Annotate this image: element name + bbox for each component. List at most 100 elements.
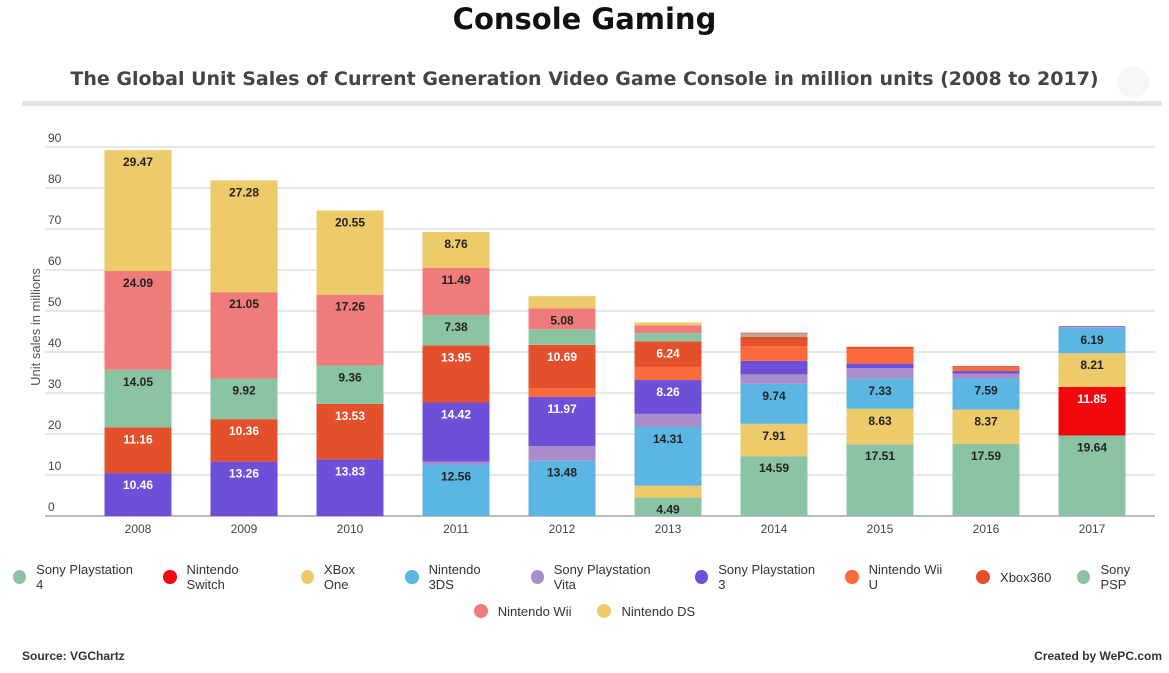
bar-segment [316, 459, 384, 516]
y-tick-label: 60 [48, 254, 62, 268]
bar-segment [634, 497, 702, 516]
data-label: 19.64 [1077, 440, 1107, 454]
bar-segment [740, 423, 808, 457]
legend-item[interactable]: Sony Playstation 3 [695, 562, 819, 592]
stacked-bar-chart: 10.46 11.16 14.05 24.09 29.47 13.26 10.36 9.92 2… [28, 131, 1155, 536]
data-label: 13.95 [441, 350, 471, 364]
bar-segment [634, 485, 702, 498]
legend-label: Sony Playstation Vita [553, 562, 651, 592]
legend-item[interactable]: Sony Playstation Vita [530, 562, 670, 592]
page-title: Console Gaming [452, 2, 717, 36]
legend-label: Sony PSP [1100, 562, 1131, 592]
y-axis-title: Unit sales in millions [28, 268, 43, 386]
data-label: 8.76 [444, 237, 468, 251]
x-tick-label: 2015 [867, 522, 894, 536]
data-label: 11.97 [547, 402, 577, 416]
data-label: 10.36 [229, 424, 259, 438]
bar-segment [316, 210, 384, 295]
bar-segment [210, 419, 278, 462]
bar-segment [634, 380, 702, 414]
bar-segment [1058, 327, 1126, 328]
legend-item[interactable]: XBox One [300, 562, 380, 592]
y-tick-label: 40 [48, 336, 62, 350]
data-label: 13.48 [547, 466, 577, 480]
legend-item[interactable]: Nintendo 3DS [405, 562, 504, 592]
bar-segment [846, 408, 914, 445]
data-label: 11.85 [1077, 392, 1107, 406]
legend-label: Nintendo Switch [186, 562, 239, 592]
bar-segment [316, 403, 384, 460]
data-label: 12.56 [441, 470, 471, 484]
data-label: 10.69 [547, 350, 577, 364]
bar-segment [740, 346, 808, 361]
data-label: 9.36 [338, 370, 362, 384]
bar-segment [846, 378, 914, 409]
data-label: 8.63 [868, 414, 892, 428]
data-label: 14.42 [441, 408, 471, 422]
y-tick-label: 70 [48, 213, 62, 227]
bar-segment [952, 373, 1020, 379]
data-labels: 10.46 11.16 14.05 24.09 29.47 13.26 10.36 9.92 2… [123, 155, 1107, 516]
legend-item[interactable]: Xbox360 [976, 570, 1051, 585]
data-label: 7.33 [868, 384, 892, 398]
legend-row: Nintendo Wii Nintendo DS [0, 594, 1169, 628]
bar-segment [316, 365, 384, 404]
bar-segment [422, 232, 490, 268]
bar-segment [422, 267, 490, 316]
bar-segment [740, 334, 808, 337]
legend-item[interactable]: Nintendo DS [597, 604, 695, 619]
bar-segment [422, 461, 490, 465]
x-tick-label: 2010 [337, 522, 364, 536]
x-tick-label: 2014 [761, 522, 788, 536]
bar-segment [422, 464, 490, 516]
data-label: 7.38 [444, 320, 468, 334]
share-icon[interactable] [1117, 66, 1149, 98]
bar-segment [528, 344, 596, 389]
bar-segment [740, 360, 808, 375]
legend-swatch-icon [530, 570, 544, 584]
legend-item[interactable]: Nintendo Switch [163, 562, 274, 592]
bar-segment [1058, 326, 1126, 328]
bar-segment [104, 150, 172, 271]
data-label: 17.51 [865, 449, 895, 463]
bar-segment [1058, 353, 1126, 387]
y-tick-label: 80 [48, 172, 62, 186]
bar-segment [528, 296, 596, 309]
credit-note: Created by WePC.com [1034, 649, 1162, 663]
legend-label: XBox One [323, 562, 355, 592]
bar-segment [528, 329, 596, 345]
title-divider [22, 101, 1162, 106]
data-label: 14.59 [759, 461, 789, 475]
bar-segment [634, 366, 702, 381]
legend-item[interactable]: Nintendo Wii [473, 604, 571, 619]
bar-segment [634, 322, 702, 326]
bar-segment [316, 294, 384, 366]
bar-segment [740, 456, 808, 516]
y-tick-label: 0 [48, 500, 55, 514]
y-tick-label: 10 [48, 459, 62, 473]
y-tick-label: 90 [48, 131, 62, 145]
bar-segment [634, 333, 702, 342]
legend-item[interactable]: Nintendo Wii U [845, 562, 950, 592]
chart-legend: Sony Playstation 4 Nintendo Switch XBox On… [0, 560, 1169, 628]
legend-item[interactable]: Sony Playstation 4 [13, 562, 137, 592]
legend-swatch-icon [163, 570, 177, 584]
data-label: 17.59 [971, 449, 1001, 463]
data-label: 8.21 [1080, 358, 1104, 372]
bar-segment [210, 378, 278, 420]
bar-segment [528, 388, 596, 397]
legend-item[interactable]: Sony PSP [1077, 562, 1156, 592]
data-label: 13.53 [335, 409, 365, 423]
legend-swatch-icon [976, 570, 991, 584]
data-label: 4.49 [656, 503, 680, 517]
source-note: Source: VGChartz [22, 649, 125, 663]
bar-segment [422, 315, 490, 346]
data-label: 11.49 [441, 273, 471, 287]
bar-segment [1058, 386, 1126, 436]
x-tick-label: 2013 [655, 522, 682, 536]
bar-segment [210, 180, 278, 293]
bar-segment [952, 378, 1020, 410]
data-label: 8.37 [974, 415, 998, 429]
y-tick-label: 20 [48, 418, 62, 432]
legend-label: Sony Playstation 3 [718, 562, 816, 592]
